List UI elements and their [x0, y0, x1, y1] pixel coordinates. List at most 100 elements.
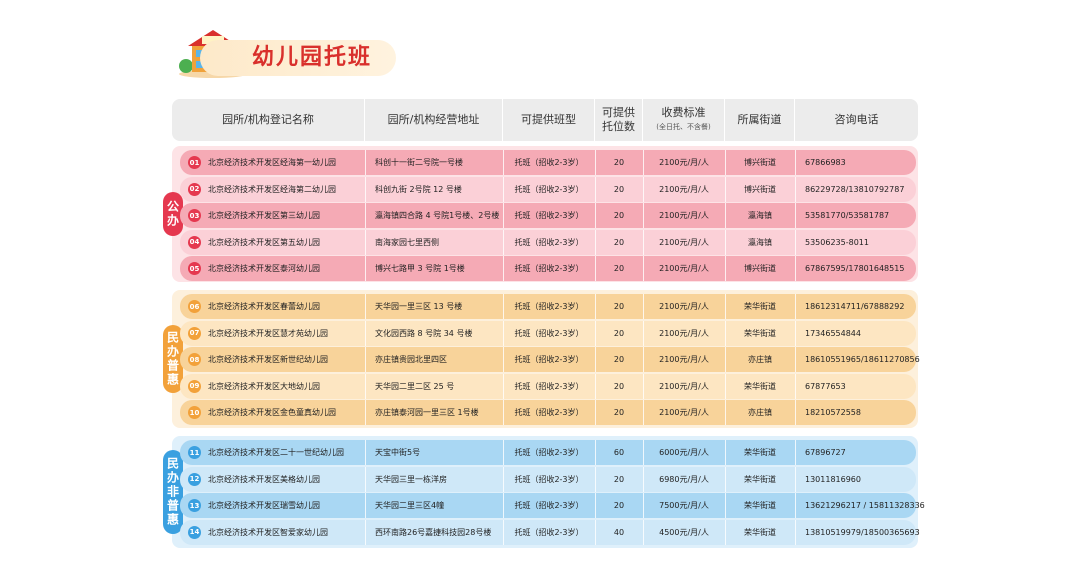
cell: 13011816960: [805, 474, 861, 484]
cell: 北京经济技术开发区泰河幼儿园: [208, 264, 320, 273]
column-divider: [643, 320, 644, 346]
column-divider: [725, 229, 726, 255]
cell: 瀛海镇: [748, 237, 772, 247]
cell: 托班（招收2-3岁）: [514, 158, 584, 167]
cell: 荣华街道: [744, 501, 776, 510]
table-row: 01 北京经济技术开发区经海第一幼儿园 科创十一街二号院一号楼 托班（招收2-3岁） 2…: [180, 150, 916, 175]
column-divider: [725, 466, 726, 492]
row-number: 12: [188, 472, 201, 486]
cell: 天华园一里三区 13 号楼: [375, 302, 463, 311]
column-divider: [725, 150, 726, 175]
column-divider: [503, 519, 504, 545]
column-divider: [643, 347, 644, 372]
column-divider: [503, 229, 504, 255]
cell: 托班（招收2-3岁）: [514, 448, 584, 457]
cell: 20: [613, 211, 625, 220]
cell: 北京经济技术开发区经海第二幼儿园: [208, 184, 336, 194]
cell: 科创九街 2号院 12 号楼: [375, 184, 462, 194]
row-number: 14: [188, 525, 201, 539]
column-header-text: 可提供托位数: [602, 106, 635, 133]
cell: 20: [613, 381, 625, 391]
cell: 6000元/月/人: [659, 448, 709, 457]
cell: 荣华街道: [744, 381, 776, 391]
row-number: 07: [188, 326, 201, 340]
column-divider: [595, 519, 596, 545]
cell: 20: [613, 474, 625, 484]
cell: 20: [613, 184, 625, 194]
column-divider: [643, 493, 644, 518]
column-divider: [725, 400, 726, 425]
column-divider: [795, 466, 796, 492]
column-divider: [643, 294, 644, 319]
column-divider: [725, 347, 726, 372]
column-divider: [643, 203, 644, 228]
column-divider: [365, 176, 366, 202]
table-row: 06 北京经济技术开发区春蕾幼儿园 天华园一里三区 13 号楼 托班（招收2-3岁） 2…: [180, 294, 916, 319]
cell: 17346554844: [805, 328, 861, 338]
cell: 67896727: [805, 448, 846, 457]
cell: 53506235-8011: [805, 237, 869, 247]
table-row: 07 北京经济技术开发区慧才苑幼儿园 文化园西路 8 号院 34 号楼 托班（招收2-…: [180, 320, 916, 346]
cell: 文化园西路 8 号院 34 号楼: [375, 328, 473, 338]
cell: 托班（招收2-3岁）: [514, 302, 584, 311]
cell: 2100元/月/人: [659, 381, 709, 391]
column-header-text: 咨询电话: [834, 113, 879, 126]
cell: 2100元/月/人: [659, 408, 709, 417]
group-label: 公办: [163, 192, 183, 236]
cell: 20: [613, 302, 625, 311]
cell: 北京经济技术开发区金色童真幼儿园: [208, 408, 336, 417]
column-header-text: 园所/机构经营地址: [387, 113, 480, 126]
cell: 北京经济技术开发区新世纪幼儿园: [208, 355, 328, 364]
cell: 13621296217 / 15811328336: [805, 501, 925, 510]
column-divider: [365, 493, 366, 518]
row-number: 01: [188, 156, 201, 169]
column-divider: [503, 256, 504, 281]
column-header-text: 所属街道: [737, 113, 782, 126]
table-row: 13 北京经济技术开发区瑞雪幼儿园 天华园二里三区4幢 托班（招收2-3岁） 20 750…: [180, 493, 925, 518]
column-divider: [795, 320, 796, 346]
row-number: 02: [188, 182, 201, 196]
cell: 2100元/月/人: [659, 264, 709, 273]
cell: 托班（招收2-3岁）: [514, 527, 584, 537]
cell: 南海家园七里西侧: [375, 237, 439, 247]
cell: 20: [613, 158, 625, 167]
table-row: 10 北京经济技术开发区金色童真幼儿园 亦庄镇泰河园一里三区 1号楼 托班（招收2-3…: [180, 400, 916, 425]
column-divider: [365, 466, 366, 492]
table-row: 08 北京经济技术开发区新世纪幼儿园 亦庄镇贵园北里四区 托班（招收2-3岁） 20 21…: [180, 347, 920, 372]
column-divider: [795, 493, 796, 518]
column-divider: [365, 256, 366, 281]
column-divider: [365, 373, 366, 399]
column-divider: [595, 440, 596, 465]
column-divider: [643, 150, 644, 175]
cell: 托班（招收2-3岁）: [514, 237, 584, 247]
cell: 托班（招收2-3岁）: [514, 355, 584, 364]
column-header: 咨询电话: [795, 99, 918, 141]
column-divider: [503, 347, 504, 372]
cell: 18612314711/67888292: [805, 302, 905, 311]
cell: 天华园二里二区 25 号: [375, 381, 455, 391]
column-divider: [643, 400, 644, 425]
column-divider: [643, 519, 644, 545]
cell: 北京经济技术开发区经海第一幼儿园: [208, 158, 336, 167]
cell: 天宝中街5号: [375, 448, 421, 457]
cell: 2100元/月/人: [659, 237, 709, 247]
cell: 20: [613, 264, 625, 273]
cell: 2100元/月/人: [659, 158, 709, 167]
row-number: 04: [188, 235, 201, 249]
cell: 北京经济技术开发区春蕾幼儿园: [208, 302, 320, 311]
cell: 2100元/月/人: [659, 302, 709, 311]
column-divider: [595, 493, 596, 518]
column-divider: [365, 150, 366, 175]
column-divider: [643, 466, 644, 492]
cell: 西环南路26号嘉捷科技园28号楼: [375, 527, 492, 537]
cell: 博兴街道: [744, 184, 776, 194]
cell: 天华园二里三区4幢: [375, 501, 445, 510]
column-divider: [595, 400, 596, 425]
column-divider: [503, 294, 504, 319]
column-divider: [795, 176, 796, 202]
cell: 亦庄镇泰河园一里三区 1号楼: [375, 408, 479, 417]
cell: 荣华街道: [744, 302, 776, 311]
column-divider: [795, 373, 796, 399]
column-header: 可提供托位数: [595, 99, 643, 141]
column-divider: [365, 347, 366, 372]
